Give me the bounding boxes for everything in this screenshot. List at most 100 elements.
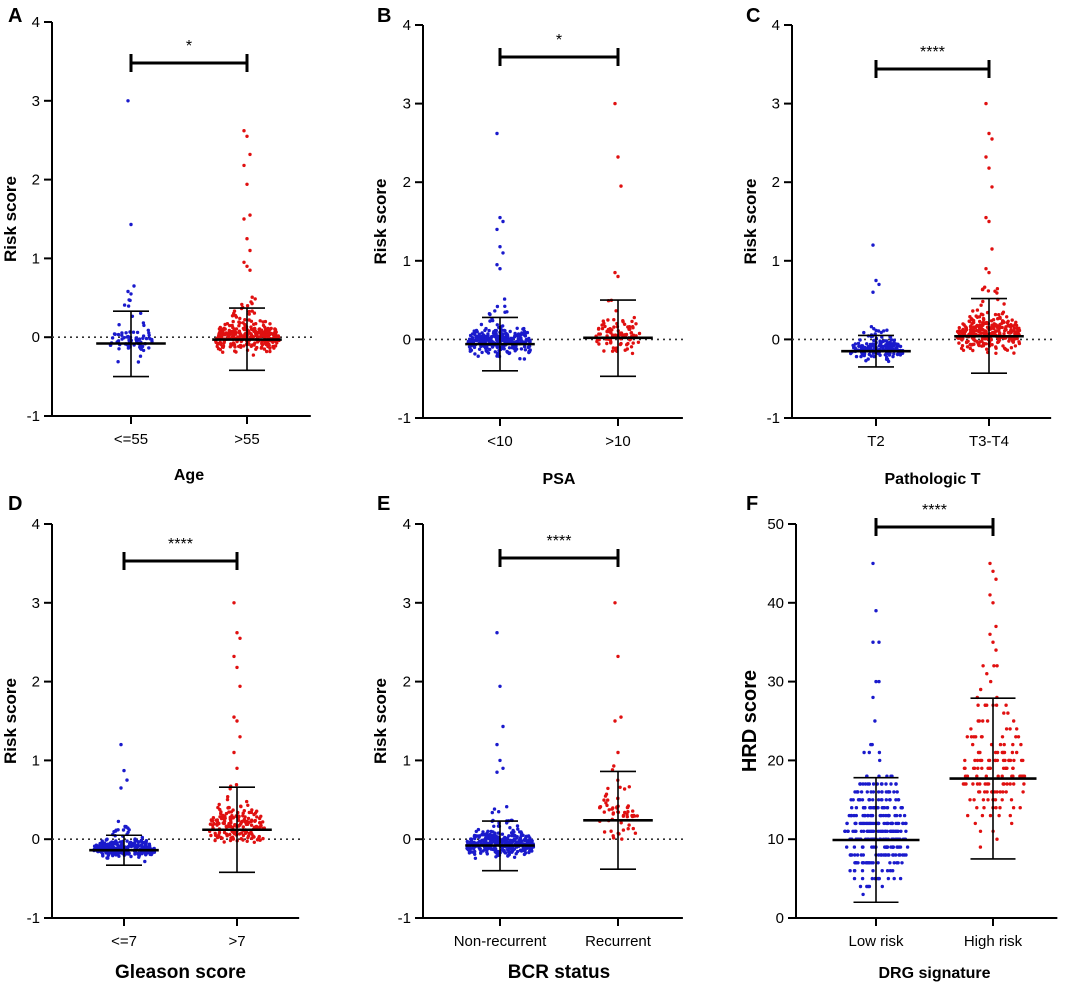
data-point: [968, 798, 972, 802]
data-point: [232, 750, 236, 755]
data-point: [995, 287, 1000, 291]
data-point: [848, 869, 852, 873]
data-point: [971, 331, 975, 335]
data-point: [852, 845, 857, 849]
data-point: [863, 782, 868, 786]
data-point: [630, 319, 634, 324]
data-point: [520, 339, 524, 343]
data-point: [122, 768, 126, 773]
data-point: [635, 814, 639, 818]
data-point: [512, 855, 517, 859]
data-point: [477, 347, 482, 351]
data-point: [105, 842, 110, 847]
data-point: [245, 839, 249, 843]
data-point: [238, 332, 242, 336]
data-point: [1011, 766, 1015, 770]
data-point: [116, 819, 121, 824]
data-point: [886, 853, 890, 857]
data-point: [492, 847, 496, 852]
data-point: [101, 852, 105, 856]
data-point: [492, 824, 496, 828]
data-point: [895, 829, 899, 833]
data-point: [884, 798, 888, 802]
y-tick-label: 4: [772, 17, 780, 34]
data-point: [612, 318, 616, 322]
data-point: [598, 805, 602, 809]
data-point: [618, 785, 622, 789]
data-point: [259, 328, 264, 332]
data-point: [959, 337, 963, 341]
y-tick-label: 2: [403, 174, 411, 191]
data-point: [511, 828, 515, 833]
data-point: [861, 853, 865, 857]
data-point: [489, 336, 493, 340]
data-point: [856, 341, 861, 346]
data-point: [979, 687, 983, 692]
data-point: [477, 839, 482, 843]
data-point: [522, 329, 527, 334]
data-point: [522, 326, 526, 331]
data-point: [876, 798, 881, 802]
data-point: [237, 814, 241, 819]
data-point: [258, 816, 262, 821]
data-point: [252, 311, 257, 315]
data-point: [252, 840, 256, 844]
data-point: [901, 821, 905, 826]
data-point: [1019, 742, 1023, 747]
data-point: [891, 354, 895, 359]
data-point: [994, 577, 998, 581]
data-point: [982, 806, 986, 810]
data-point: [99, 845, 103, 849]
data-point: [223, 322, 227, 327]
panel-a: A -1 0 1 2 3 4 <=55 >55 Risk score Age *: [1, 5, 315, 484]
data-point: [990, 137, 994, 141]
data-point: [854, 821, 858, 826]
data-point: [872, 354, 876, 359]
data-point: [980, 344, 984, 348]
series-1: [949, 561, 1037, 860]
data-point: [253, 811, 258, 815]
data-point: [1004, 703, 1008, 707]
data-point: [141, 336, 145, 340]
data-point: [891, 845, 895, 849]
data-point: [877, 853, 881, 857]
data-point: [626, 810, 630, 814]
data-point: [904, 853, 908, 857]
data-point: [229, 810, 234, 814]
data-point: [253, 341, 257, 345]
data-point: [524, 339, 528, 344]
data-point: [495, 354, 499, 358]
data-point: [231, 341, 236, 345]
data-point: [253, 818, 257, 823]
data-point: [504, 331, 508, 336]
data-point: [220, 345, 225, 349]
data-point: [629, 345, 634, 349]
data-point: [891, 869, 895, 873]
data-point: [998, 331, 1002, 335]
data-point: [490, 810, 494, 815]
data-point: [222, 840, 226, 844]
data-point: [234, 783, 239, 787]
data-point: [243, 318, 247, 322]
data-point: [876, 351, 880, 356]
data-point: [94, 845, 98, 849]
data-point: [622, 787, 627, 791]
data-point: [957, 341, 961, 345]
data-point: [866, 357, 870, 361]
data-point: [479, 850, 483, 854]
data-point: [626, 827, 630, 831]
data-point: [501, 219, 505, 224]
data-point: [596, 327, 601, 331]
data-point: [905, 845, 910, 849]
y-tick-label: 0: [403, 831, 411, 848]
data-point: [121, 828, 126, 832]
data-point: [993, 790, 997, 794]
data-point: [886, 813, 890, 818]
data-point: [240, 334, 245, 338]
data-point: [845, 845, 849, 849]
data-point: [139, 311, 143, 315]
data-point: [223, 814, 227, 819]
data-point: [125, 778, 129, 782]
data-point: [136, 851, 141, 855]
data-point: [102, 841, 107, 845]
